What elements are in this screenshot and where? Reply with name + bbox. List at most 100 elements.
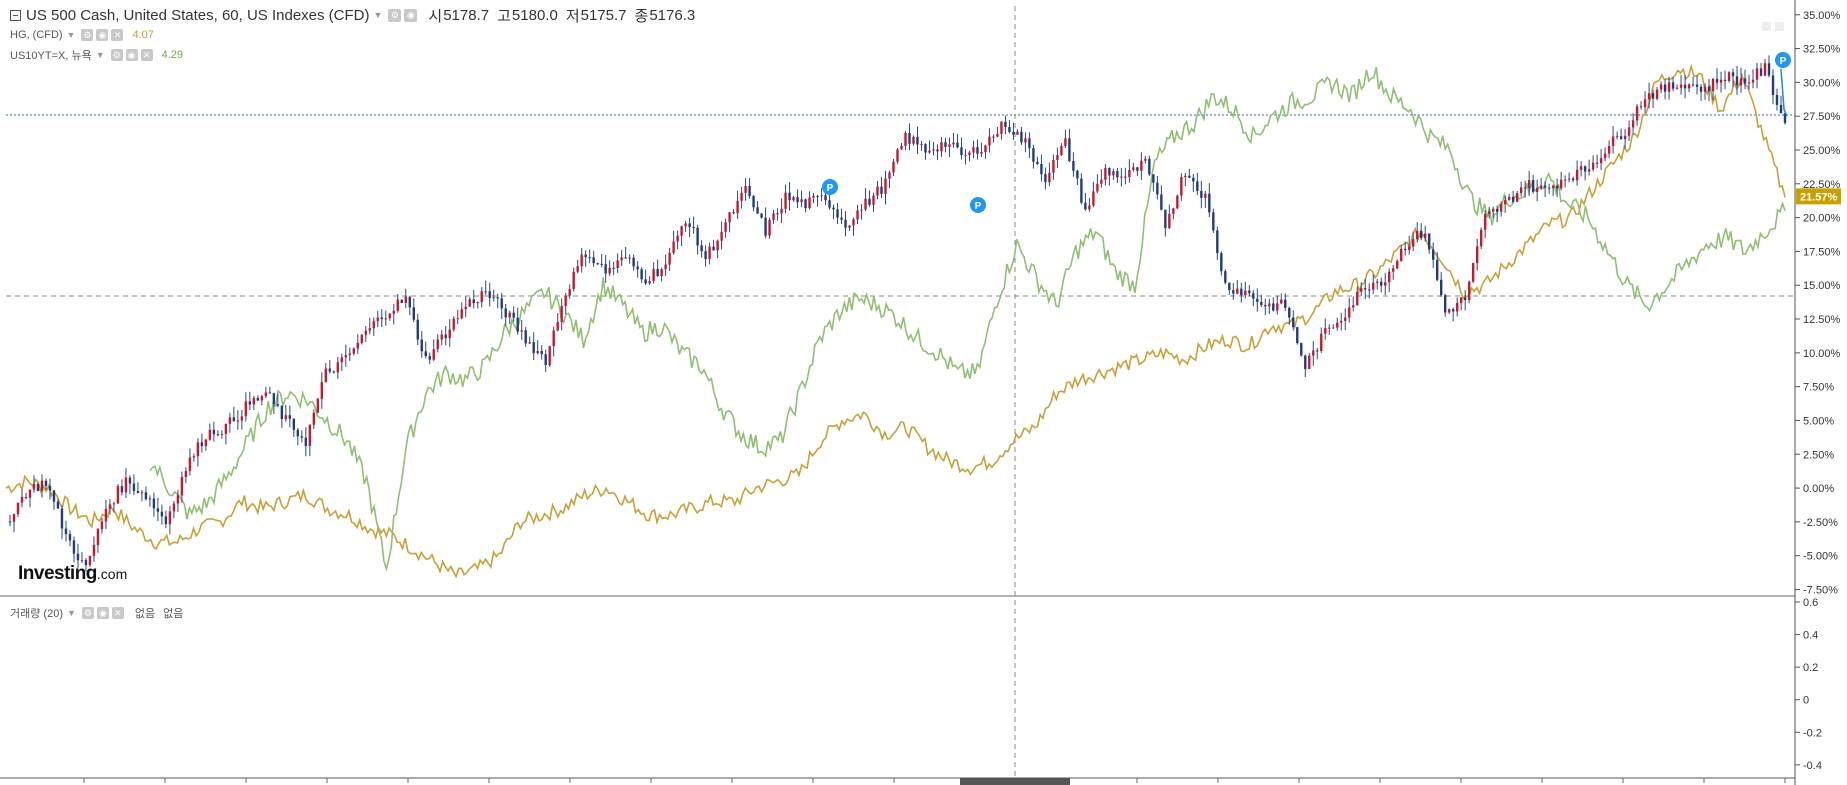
candle-body <box>52 490 56 502</box>
volume-tick-label: -0.4 <box>1803 760 1822 772</box>
candle-body <box>1615 136 1619 138</box>
candle-body <box>656 268 659 277</box>
visibility-icon[interactable]: ◉ <box>96 29 109 41</box>
us10y-value: 4.29 <box>161 49 184 61</box>
settings-icon[interactable]: ⚙ <box>110 49 123 61</box>
candle-body <box>472 299 475 304</box>
volume-tick-label: 0.4 <box>1803 630 1818 642</box>
candle-body <box>836 209 839 218</box>
candle-body <box>1463 297 1467 300</box>
candle-body <box>1144 158 1147 161</box>
candle-body <box>580 254 583 267</box>
candle-body <box>184 471 188 477</box>
candle-body <box>116 486 120 504</box>
open-value: 5178.7 <box>443 6 490 24</box>
candle-body <box>1547 187 1551 189</box>
dropdown-caret-icon[interactable]: ▼ <box>66 30 76 40</box>
candle-body <box>1503 200 1507 205</box>
candle-body <box>1443 295 1447 313</box>
candle-body <box>332 371 336 373</box>
candle-body <box>1731 72 1735 77</box>
candle-body <box>1092 191 1095 206</box>
y-tick-label: 12.50% <box>1803 314 1841 326</box>
candle-body <box>1647 93 1651 100</box>
visibility-icon[interactable]: ◉ <box>404 8 418 22</box>
collapse-icon[interactable] <box>10 9 21 21</box>
candle-body <box>1280 299 1283 304</box>
candle-body <box>1447 309 1451 313</box>
close-icon[interactable]: ✕ <box>111 607 124 619</box>
candle-body <box>652 268 655 281</box>
candle-body <box>1372 282 1375 290</box>
settings-icon[interactable]: ⚙ <box>81 29 94 41</box>
settings-icon[interactable]: ⚙ <box>81 607 94 619</box>
candle-body <box>1679 84 1683 88</box>
candle-body <box>1543 185 1547 188</box>
candle-body <box>900 145 903 150</box>
candle-body <box>676 235 679 242</box>
candle-body <box>904 133 907 146</box>
candle-body <box>1651 93 1655 99</box>
candle-body <box>344 355 348 358</box>
candle-body <box>1364 288 1367 290</box>
candle-body <box>1376 281 1379 283</box>
candle-body <box>16 502 20 515</box>
series-sp500-tail <box>1780 68 1788 117</box>
candle-body <box>1008 127 1011 132</box>
candle-body <box>120 486 124 493</box>
candle-body <box>640 269 643 280</box>
candle-body <box>1579 166 1583 170</box>
candle-body <box>1691 84 1695 86</box>
visibility-icon[interactable]: ◉ <box>125 49 138 61</box>
candle-body <box>816 196 819 198</box>
dropdown-caret-icon[interactable]: ▼ <box>66 608 76 618</box>
marker-circle <box>822 179 838 195</box>
candle-body <box>132 483 136 492</box>
dropdown-caret-icon[interactable]: ▼ <box>95 50 105 60</box>
candle-body <box>516 317 519 332</box>
dropdown-caret-icon[interactable]: ▼ <box>373 10 383 20</box>
candle-body <box>1499 204 1503 212</box>
y-tick-label: 30.00% <box>1803 77 1841 89</box>
candle-body <box>1711 78 1715 92</box>
candle-body <box>420 339 423 352</box>
candle-body <box>1308 355 1311 369</box>
candle-body <box>1727 72 1731 82</box>
candle-body <box>1587 169 1591 172</box>
candle-body <box>68 534 72 541</box>
visibility-icon[interactable]: ◉ <box>96 607 109 619</box>
candle-body <box>1567 178 1571 180</box>
candle-body <box>608 267 611 274</box>
candle-body <box>180 476 184 496</box>
candle-body <box>1224 271 1227 283</box>
candle-body <box>508 312 511 318</box>
candle-body <box>860 209 863 211</box>
close-icon[interactable]: ✕ <box>140 49 153 61</box>
candle-body <box>1471 263 1475 282</box>
candle-body <box>260 396 264 401</box>
candle-body <box>468 299 471 307</box>
pane-button-icon <box>1775 22 1784 31</box>
candle-body <box>812 196 815 198</box>
candle-body <box>596 263 599 265</box>
candle-body <box>1176 195 1179 209</box>
y-tick-label: 35.00% <box>1803 10 1841 22</box>
candle-body <box>1208 193 1211 213</box>
candle-body <box>328 368 332 372</box>
candle-body <box>364 330 367 335</box>
candle-body <box>1416 230 1419 240</box>
candle-body <box>1064 138 1067 147</box>
chart-legend: US 500 Cash, United States, 60, US Index… <box>10 5 695 65</box>
settings-icon[interactable]: ⚙ <box>388 8 402 22</box>
candle-body <box>864 198 867 210</box>
candle-body <box>192 456 196 458</box>
us10y-legend: US10YT=X, 뉴욕 ▼ ⚙ ◉ ✕ 4.29 <box>10 45 695 65</box>
candle-body <box>1320 333 1323 351</box>
candle-body <box>928 150 931 153</box>
candle-body <box>1148 158 1151 175</box>
candle-body <box>160 511 164 517</box>
candle-body <box>792 197 795 201</box>
candle-body <box>1703 86 1707 92</box>
close-icon[interactable]: ✕ <box>111 29 124 41</box>
